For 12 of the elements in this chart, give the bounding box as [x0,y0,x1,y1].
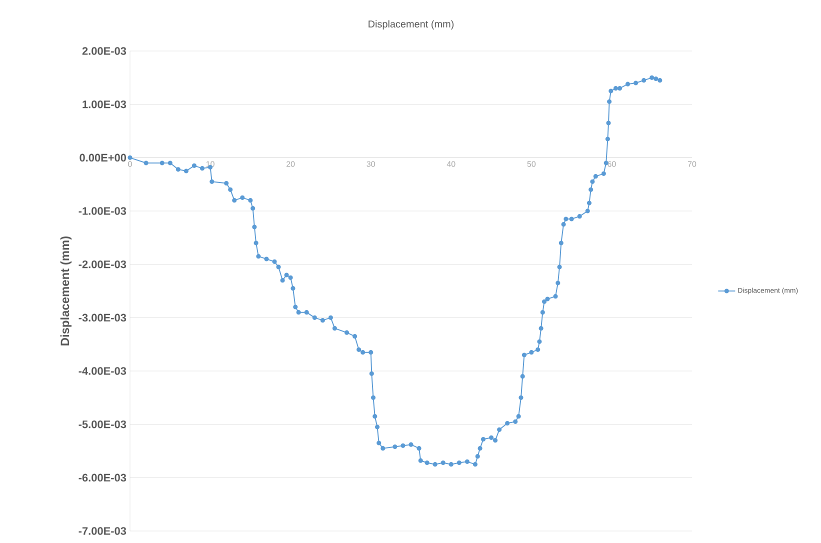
y-axis-title: Displacement (mm) [60,236,72,346]
y-tick-label: -1.00E-03 [78,207,126,215]
y-tick-label: -4.00E-03 [78,367,126,375]
y-tick-label: -3.00E-03 [78,314,126,322]
y-tick-label: -6.00E-03 [78,474,126,482]
y-tick-label: -2.00E-03 [78,260,126,268]
y-tick-label: -7.00E-03 [78,527,126,535]
y-tick-label: 0.00E+00 [80,154,126,162]
y-tick-label: -5.00E-03 [78,420,126,428]
y-tick-label: 2.00E-03 [82,47,126,55]
y-tick-label: 1.00E-03 [82,100,126,108]
chart-title: Displacement (mm) [368,20,454,30]
